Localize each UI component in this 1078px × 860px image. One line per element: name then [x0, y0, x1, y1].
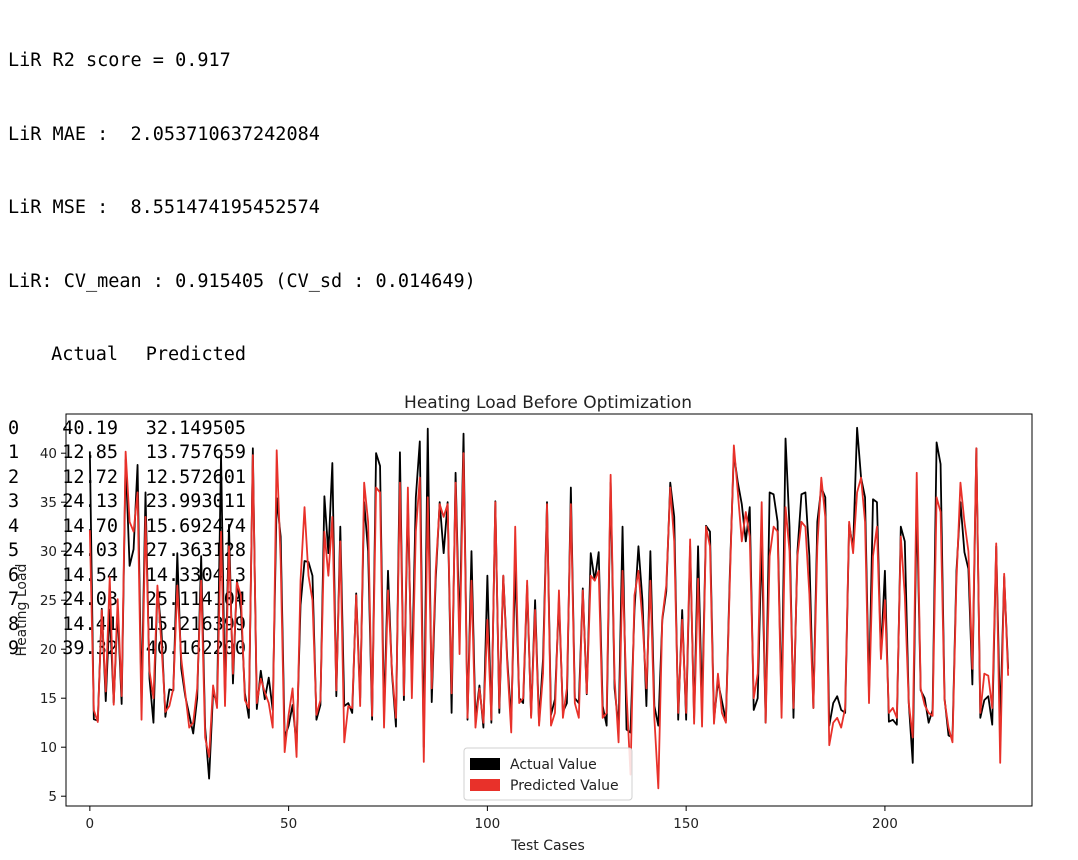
row-index: 0 — [8, 417, 20, 439]
y-axis-label: Heating Load — [14, 564, 30, 657]
row-index: 4 — [8, 515, 20, 537]
y-tick-label: 10 — [40, 740, 57, 756]
chart-title: Heating Load Before Optimization — [404, 393, 692, 413]
row-index: 1 — [8, 442, 20, 463]
x-tick-label: 150 — [673, 816, 699, 832]
legend-box — [463, 747, 633, 801]
cell-actual: 14.41 — [62, 613, 118, 635]
cell-actual: 24.03 — [62, 589, 118, 610]
x-tick-label: 0 — [86, 816, 95, 832]
row-index: 3 — [8, 491, 20, 512]
column-header-predicted: Predicted — [145, 344, 246, 365]
y-tick-label: 25 — [40, 593, 57, 609]
dataframe-row: 8 14.41 15.216399 — [8, 613, 476, 638]
cell-predicted: 40.162200 — [145, 638, 246, 659]
series-line-predicted — [88, 444, 1010, 790]
row-index: 8 — [8, 613, 20, 635]
y-tick-label: 40 — [40, 446, 57, 462]
legend-swatch-actual — [470, 758, 500, 770]
x-axis-label: Test Cases — [510, 838, 585, 854]
y-tick-label: 20 — [40, 642, 57, 658]
row-index: 6 — [8, 564, 20, 586]
legend-label-predicted: Predicted Value — [510, 778, 619, 794]
row-index: 2 — [8, 466, 20, 488]
dataframe-row: 0 40.19 32.149505 — [8, 417, 476, 442]
console-line-mae: LiR MAE : 2.053710637242084 — [8, 123, 320, 145]
plot-frame — [65, 413, 1033, 807]
x-axis: 0 50 100 150 200 — [86, 806, 898, 832]
y-tick-label: 15 — [40, 691, 57, 707]
y-tick-label: 35 — [40, 495, 57, 511]
dataframe-row: 7 24.03 25.114104 — [8, 588, 476, 613]
row-index: 9 — [8, 638, 20, 659]
y-tick-label: 30 — [40, 544, 57, 560]
y-tick-label: 5 — [48, 789, 57, 805]
dataframe-header: Actual Predicted — [8, 343, 476, 368]
y-axis: 5 10 15 20 25 30 35 40 — [40, 446, 66, 805]
legend-label-actual: Actual Value — [510, 757, 597, 773]
heating-load-chart: Heating Load Before Optimization 0 50 100 1… — [14, 393, 1033, 854]
console-line-cv: LiR: CV_mean : 0.915405 (CV_sd : 0.01464… — [8, 270, 476, 292]
cell-actual: 40.19 — [62, 417, 118, 439]
row-index: 7 — [8, 589, 20, 610]
row-index: 5 — [8, 540, 20, 561]
console-line-r2: LiR R2 score = 0.917 — [8, 50, 231, 71]
column-header-actual: Actual — [51, 344, 118, 365]
x-tick-label: 50 — [280, 816, 297, 832]
console-line-mse: LiR MSE : 8.551474195452574 — [8, 197, 320, 218]
x-tick-label: 100 — [474, 816, 500, 832]
x-tick-label: 200 — [872, 816, 898, 832]
legend-swatch-predicted — [470, 779, 500, 791]
cell-predicted: 25.114104 — [145, 589, 246, 610]
legend: Actual Value Predicted Value — [463, 747, 633, 801]
cell-predicted: 32.149505 — [145, 417, 246, 439]
cell-predicted: 15.216399 — [145, 613, 246, 635]
plot-area — [88, 426, 1010, 790]
